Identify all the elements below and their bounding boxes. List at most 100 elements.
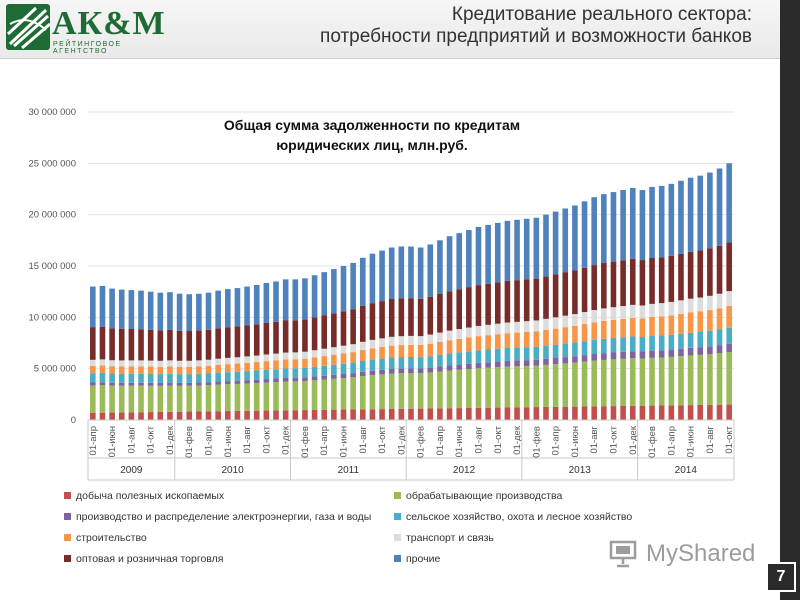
- bar-segment: [562, 272, 569, 316]
- bar-segment: [311, 409, 318, 420]
- legend-swatch: [394, 554, 401, 562]
- x-tick-label: 01-апр: [319, 426, 330, 455]
- bar-segment: [591, 354, 597, 361]
- bar-segment: [292, 320, 299, 353]
- bar-segment: [244, 362, 250, 372]
- bar-segment: [176, 330, 183, 361]
- bar-segment: [601, 359, 607, 407]
- bar-segment: [196, 366, 202, 374]
- bar-segment: [485, 283, 491, 325]
- bar-segment: [716, 329, 723, 346]
- bar-segment: [629, 405, 636, 420]
- x-tick-label: 01-дек: [281, 425, 292, 455]
- bar-segment: [138, 360, 144, 367]
- bar-segment: [466, 369, 472, 408]
- bar-segment: [90, 365, 96, 374]
- bar-segment: [90, 373, 96, 383]
- bar-segment: [504, 407, 511, 420]
- bar-segment: [572, 356, 578, 363]
- year-label: 2011: [338, 465, 360, 476]
- bar-segment: [620, 358, 626, 406]
- bar-segment: [504, 220, 511, 281]
- watermark-text: MyShared: [646, 540, 756, 567]
- bar-segment: [99, 412, 106, 420]
- bar-segment: [128, 366, 135, 374]
- bar-segment: [562, 343, 569, 358]
- bar-segment: [697, 354, 704, 405]
- bar-segment: [311, 275, 318, 318]
- bar-segment: [716, 245, 723, 294]
- bar-segment: [292, 377, 299, 382]
- bar-segment: [99, 359, 106, 366]
- bar-segment: [475, 226, 482, 286]
- bar-segment: [350, 377, 356, 410]
- bar-segment: [658, 303, 665, 317]
- bar-segment: [572, 362, 578, 407]
- bar-segment: [456, 364, 463, 370]
- bar-segment: [523, 347, 530, 361]
- bar-segment: [417, 298, 424, 337]
- bar-segment: [331, 378, 337, 410]
- x-tick-label: 01-дек: [512, 425, 523, 455]
- bar-segment: [215, 411, 221, 420]
- bar-segment: [331, 313, 337, 348]
- bar-segment: [466, 407, 472, 420]
- bar-segment: [678, 356, 684, 406]
- bar-segment: [581, 355, 588, 362]
- bar-segment: [350, 344, 356, 353]
- bar-segment: [176, 293, 183, 331]
- bar-segment: [196, 385, 202, 412]
- bar-segment: [331, 364, 337, 375]
- x-tick-label: 01-авг: [589, 425, 600, 453]
- bar-segment: [610, 319, 617, 339]
- bar-segment: [485, 407, 491, 420]
- bar-segment: [147, 382, 154, 386]
- bar-segment: [726, 291, 732, 307]
- x-tick-label: 01-окт: [261, 425, 272, 453]
- bar-segment: [302, 351, 308, 359]
- bar-segment: [282, 368, 289, 378]
- bar-segment: [176, 366, 183, 375]
- bar-segment: [408, 373, 414, 409]
- bar-segment: [581, 406, 588, 420]
- bar-segment: [273, 321, 279, 354]
- bar-segment: [523, 360, 530, 366]
- bar-segment: [543, 276, 549, 319]
- bar-segment: [167, 360, 173, 367]
- bar-segment: [523, 218, 530, 280]
- bar-segment: [475, 407, 482, 420]
- bar-segment: [514, 332, 520, 348]
- bar-segment: [244, 371, 250, 381]
- bar-segment: [437, 366, 443, 372]
- slide-title-line1: Кредитование реального сектора:: [451, 4, 752, 25]
- bar-segment: [263, 369, 270, 380]
- bar-segment: [244, 383, 250, 411]
- bar-segment: [687, 177, 694, 252]
- bar-segment: [118, 373, 125, 383]
- legend-item: оптовая и розничная торговля: [64, 553, 223, 565]
- bar-segment: [629, 336, 636, 352]
- bar-segment: [629, 317, 636, 337]
- bar-segment: [282, 359, 289, 369]
- x-tick-label: 01-дек: [165, 425, 176, 455]
- bar-segment: [601, 406, 607, 420]
- bar-segment: [331, 374, 337, 379]
- bar-segment: [620, 337, 626, 352]
- bar-segment: [620, 306, 626, 319]
- chart-title: юридических лиц, млн.руб.: [276, 137, 468, 153]
- bar-segment: [321, 356, 328, 366]
- bar-segment: [138, 366, 144, 374]
- bar-segment: [215, 384, 221, 412]
- bar-segment: [205, 329, 212, 360]
- bar-segment: [504, 333, 511, 349]
- bar-segment: [273, 353, 279, 361]
- bar-segment: [128, 385, 135, 413]
- bar-segment: [186, 385, 193, 412]
- bar-segment: [398, 408, 405, 420]
- bar-segment: [167, 366, 173, 374]
- bar-segment: [572, 325, 578, 343]
- bar-segment: [485, 224, 491, 284]
- bar-segment: [263, 379, 270, 383]
- bar-segment: [514, 321, 520, 333]
- bar-segment: [167, 411, 173, 420]
